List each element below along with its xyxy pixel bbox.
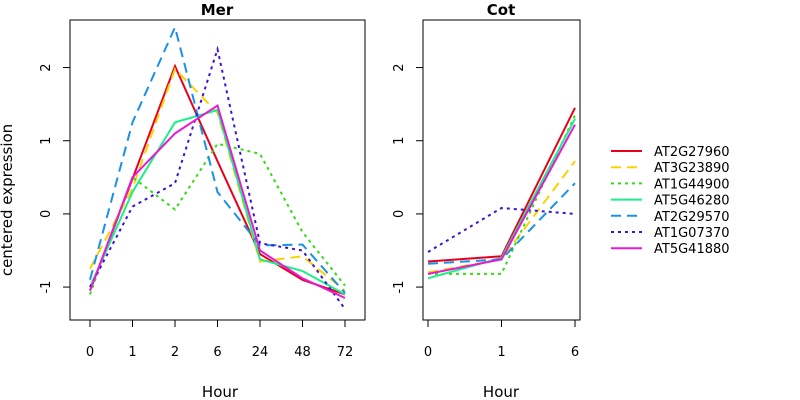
panel-cot: Cot Hour 0 1 6 -1 0 1 2 (392, 1, 581, 400)
series-line-at3g23890 (89, 67, 346, 292)
plot-frame (422, 19, 581, 321)
panel-title: Mer (201, 1, 234, 19)
legend-label: AT5G41880 (654, 242, 730, 257)
x-axis-title: Hour (483, 383, 520, 400)
x-tick-label: 0 (424, 345, 432, 360)
x-axis-title: Hour (202, 383, 239, 400)
series-line-at2g27960 (427, 107, 576, 263)
legend-label: AT1G07370 (654, 226, 730, 241)
y-tick-label: -1 (392, 281, 407, 294)
legend-label: AT2G27960 (654, 145, 730, 160)
legend-label: AT3G23890 (654, 161, 730, 176)
y-tick-label: 1 (39, 137, 54, 145)
series-line-at1g44900 (428, 114, 576, 275)
x-tick-label: 0 (86, 345, 94, 360)
axis-ticks: 0 1 6 -1 0 1 2 (392, 63, 579, 360)
y-tick-label: 2 (39, 63, 54, 71)
x-tick-label: 72 (337, 345, 354, 360)
x-tick-label: 2 (171, 345, 179, 360)
panel-title: Cot (487, 1, 515, 19)
x-tick-label: 24 (252, 345, 269, 360)
x-tick-label: 1 (128, 345, 136, 360)
y-tick-label: 0 (39, 210, 54, 218)
series-lines (427, 107, 576, 280)
panel-mer: Mer Hour 0 1 2 6 24 48 72 -1 0 1 2 (39, 1, 366, 400)
series-line-at5g46280 (89, 108, 346, 296)
series-line-at2g29570 (427, 182, 576, 265)
y-tick-label: 1 (392, 137, 407, 145)
series-line-at1g07370 (89, 45, 346, 310)
series-lines (89, 24, 346, 310)
axis-ticks: 0 1 2 6 24 48 72 -1 0 1 2 (39, 63, 353, 360)
x-tick-label: 6 (213, 345, 221, 360)
y-tick-label: -1 (39, 281, 54, 294)
y-tick-label: 0 (392, 210, 407, 218)
series-line-at5g41880 (89, 104, 346, 299)
legend-label: AT2G29570 (654, 210, 730, 225)
series-line-at2g29570 (89, 24, 346, 294)
plot-frame (69, 19, 366, 321)
series-line-at1g44900 (89, 142, 346, 295)
series-line-at1g07370 (427, 206, 576, 253)
legend-label: AT5G46280 (654, 194, 730, 209)
y-tick-label: 2 (392, 63, 407, 71)
legend-label: AT1G44900 (654, 177, 730, 192)
series-line-at5g41880 (427, 124, 576, 275)
y-axis-title: centered expression (0, 124, 16, 276)
x-tick-label: 48 (294, 345, 311, 360)
x-tick-label: 6 (571, 345, 579, 360)
x-tick-label: 1 (497, 345, 505, 360)
